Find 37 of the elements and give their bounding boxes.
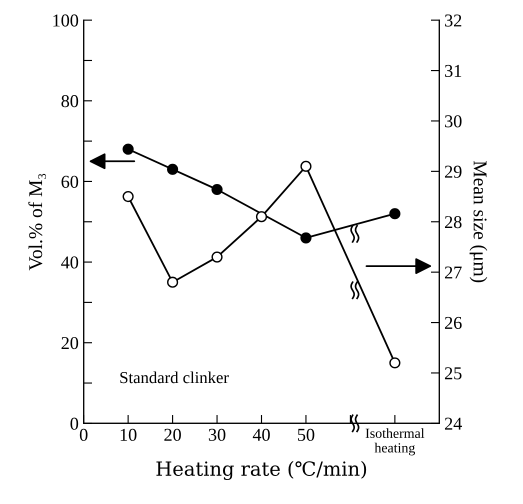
y2-tick-label: 26: [444, 316, 462, 329]
point: [122, 144, 134, 155]
y2-tick-label: 25: [444, 367, 462, 380]
y-tick-label: 80: [61, 95, 78, 108]
x-axis-title: Heating rate (℃/min): [156, 460, 366, 480]
point: [256, 211, 268, 222]
point: [300, 160, 312, 172]
y2-tick-label: 30: [445, 115, 462, 128]
x-tick-label: 0: [80, 428, 88, 441]
y2-tick-label: 31: [445, 64, 462, 77]
x-tick-label: 50: [298, 428, 314, 441]
x-tick-label: 30: [208, 428, 226, 441]
point: [167, 276, 178, 288]
point: [389, 357, 400, 368]
annotation: Standard clinker: [120, 371, 229, 384]
y2-tick-label: 29: [444, 166, 462, 178]
y-tick-label: 60: [62, 176, 78, 188]
y-tick-label: 100: [53, 14, 78, 27]
point: [211, 251, 223, 263]
y-tick-label: 0: [70, 418, 78, 430]
x-tick-label: Isothermal heating: [366, 428, 424, 456]
point: [167, 164, 178, 175]
y-tick-label: 20: [62, 336, 78, 350]
point: [389, 208, 400, 220]
x-tick-label: 10: [120, 428, 136, 441]
y-tick-label: 40: [61, 256, 78, 269]
x-tick-label: 40: [252, 428, 270, 441]
point: [122, 191, 134, 202]
y2-tick-label: 28: [444, 216, 462, 228]
y-axis-title: Vol.% of M₃: [28, 174, 46, 270]
y2-tick-label: 27: [444, 266, 462, 278]
point: [211, 184, 223, 196]
y2-tick-label: 24: [444, 418, 462, 430]
y2-tick-label: 32: [445, 14, 462, 27]
y2-axis-title: Mean size (μm): [470, 160, 488, 282]
x-tick-label: 20: [164, 428, 181, 441]
point: [300, 232, 312, 244]
